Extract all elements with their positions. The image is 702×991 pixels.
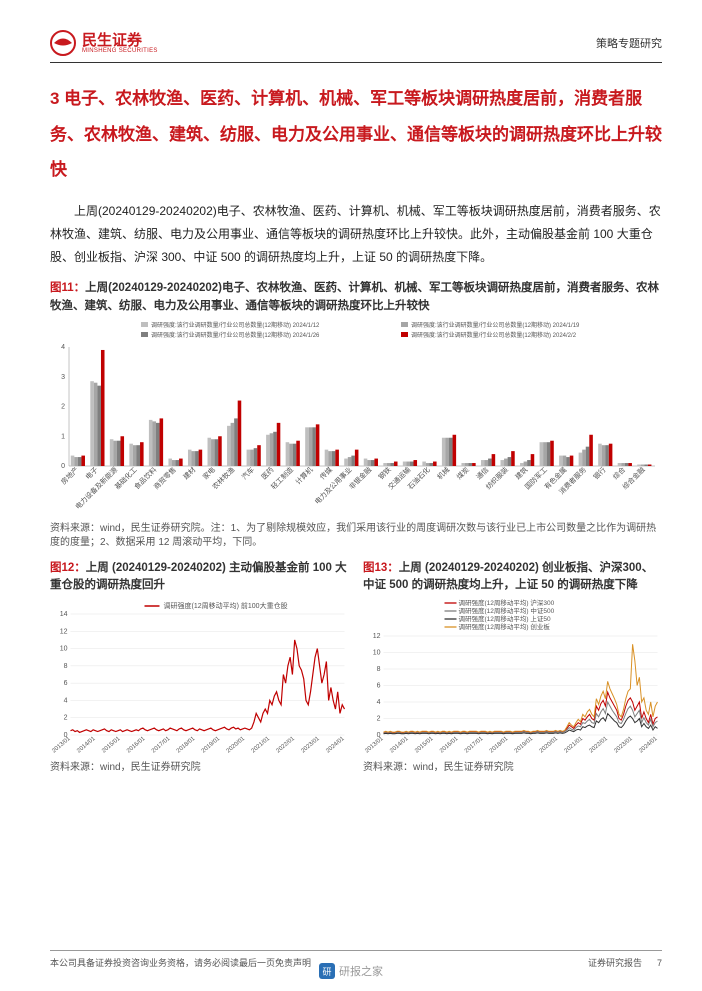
svg-text:2: 2 [377, 716, 381, 723]
page-header: 民生证券 MINSHENG SECURITIES 策略专题研究 [50, 30, 662, 63]
figure-11-title: 图11：上周(20240129-20240202)电子、农林牧渔、医药、计算机、… [50, 280, 662, 315]
svg-text:2022/01: 2022/01 [275, 736, 296, 753]
svg-text:调研强度:该行业调研数量/行业公司总数量(12期移动) 20: 调研强度:该行业调研数量/行业公司总数量(12期移动) 2024/1/12 [151, 321, 320, 329]
footer-label: 证券研究报告 [588, 958, 642, 968]
svg-text:4: 4 [61, 344, 65, 351]
footer-disclaimer: 本公司具备证券投资咨询业务资格，请务必阅读最后一页免责声明 [50, 956, 311, 969]
chart-13: 调研强度(12周移动平均) 沪深300调研强度(12周移动平均) 中证500调研… [363, 598, 662, 753]
svg-text:通信: 通信 [474, 465, 490, 481]
svg-text:2023/01: 2023/01 [300, 736, 321, 753]
svg-text:8: 8 [377, 666, 381, 673]
section-para: 上周(20240129-20240202)电子、农林牧渔、医药、计算机、机械、军… [50, 200, 662, 268]
svg-text:2019/01: 2019/01 [201, 736, 222, 753]
svg-text:14: 14 [60, 611, 68, 618]
svg-text:调研强度:该行业调研数量/行业公司总数量(12期移动) 20: 调研强度:该行业调研数量/行业公司总数量(12期移动) 2024/1/26 [151, 331, 320, 339]
figure-13-title: 图13：上周 (20240129-20240202) 创业板指、沪深300、中证… [363, 560, 662, 595]
svg-text:2014/01: 2014/01 [389, 736, 410, 753]
brand-logo: 民生证券 MINSHENG SECURITIES [50, 30, 158, 56]
svg-text:调研强度(12周移动平均) 上证50: 调研强度(12周移动平均) 上证50 [459, 614, 551, 623]
svg-text:10: 10 [373, 650, 381, 657]
svg-text:2: 2 [61, 403, 65, 410]
svg-text:2015/01: 2015/01 [414, 736, 435, 753]
svg-text:调研强度:该行业调研数量/行业公司总数量(12期移动) 20: 调研强度:该行业调研数量/行业公司总数量(12期移动) 2024/2/2 [411, 331, 577, 339]
svg-text:计算机: 计算机 [293, 465, 314, 486]
svg-text:2013/01: 2013/01 [51, 736, 72, 753]
page-number: 7 [657, 958, 662, 968]
svg-text:2019/01: 2019/01 [514, 736, 535, 753]
brand-sub: MINSHENG SECURITIES [82, 48, 158, 54]
svg-text:煤炭: 煤炭 [455, 465, 471, 481]
logo-icon [50, 30, 76, 56]
figure-13-source: 资料来源：wind，民生证券研究院 [363, 761, 662, 775]
svg-text:建筑: 建筑 [513, 465, 529, 481]
svg-text:2021/01: 2021/01 [564, 736, 585, 753]
svg-text:2024/01: 2024/01 [638, 736, 659, 753]
svg-text:6: 6 [377, 683, 381, 690]
svg-text:4: 4 [377, 699, 381, 706]
svg-text:调研强度(12周移动平均) 前100大重仓股: 调研强度(12周移动平均) 前100大重仓股 [164, 601, 288, 610]
figure-11-source: 资料来源：wind，民生证券研究院。注：1、为了剔除规模效应，我们采用该行业的周… [50, 522, 662, 550]
svg-text:2024/01: 2024/01 [325, 736, 346, 753]
svg-text:钢铁: 钢铁 [376, 465, 392, 481]
svg-text:1: 1 [61, 433, 65, 440]
svg-text:2013/01: 2013/01 [364, 736, 385, 753]
svg-text:2016/01: 2016/01 [126, 736, 147, 753]
svg-text:调研强度(12周移动平均) 沪深300: 调研强度(12周移动平均) 沪深300 [459, 598, 555, 607]
svg-text:调研强度:该行业调研数量/行业公司总数量(12期移动) 20: 调研强度:该行业调研数量/行业公司总数量(12期移动) 2024/1/19 [411, 321, 580, 329]
svg-text:2020/01: 2020/01 [539, 736, 560, 753]
figure-12-source: 资料来源：wind，民生证券研究院 [50, 761, 349, 775]
svg-text:调研强度(12周移动平均) 创业板: 调研强度(12周移动平均) 创业板 [459, 622, 551, 631]
svg-text:传媒: 传媒 [318, 465, 334, 481]
svg-text:家电: 家电 [201, 465, 217, 481]
svg-text:银行: 银行 [591, 465, 607, 481]
svg-text:8: 8 [64, 663, 68, 670]
chart-12: 调研强度(12周移动平均) 前100大重仓股024681012142013/01… [50, 598, 349, 753]
section-heading: 3 电子、农林牧渔、医药、计算机、机械、军工等板块调研热度居前，消费者服务、农林… [50, 81, 662, 188]
page-footer: 本公司具备证券投资咨询业务资格，请务必阅读最后一页免责声明 证券研究报告 7 [50, 950, 662, 969]
svg-text:调研强度(12周移动平均) 中证500: 调研强度(12周移动平均) 中证500 [459, 606, 555, 615]
svg-text:2022/01: 2022/01 [588, 736, 609, 753]
svg-text:12: 12 [373, 633, 381, 640]
svg-text:0: 0 [61, 463, 65, 470]
svg-text:电子: 电子 [83, 465, 99, 481]
svg-text:2017/01: 2017/01 [464, 736, 485, 753]
svg-text:2023/01: 2023/01 [613, 736, 634, 753]
figure-12-title: 图12：上周 (20240129-20240202) 主动偏股基金前 100 大… [50, 560, 349, 595]
svg-text:2020/01: 2020/01 [226, 736, 247, 753]
svg-text:2018/01: 2018/01 [489, 736, 510, 753]
svg-text:2: 2 [64, 715, 68, 722]
svg-text:2014/01: 2014/01 [76, 736, 97, 753]
svg-text:建材: 建材 [181, 465, 197, 481]
svg-text:汽车: 汽车 [240, 465, 256, 481]
chart-11: 调研强度:该行业调研数量/行业公司总数量(12期移动) 2024/1/12 调研强… [50, 319, 662, 514]
svg-text:医药: 医药 [259, 465, 275, 481]
doc-type: 策略专题研究 [596, 35, 662, 51]
svg-text:2017/01: 2017/01 [151, 736, 172, 753]
svg-text:4: 4 [64, 698, 68, 705]
svg-text:2015/01: 2015/01 [101, 736, 122, 753]
svg-text:10: 10 [60, 646, 68, 653]
svg-text:2016/01: 2016/01 [439, 736, 460, 753]
svg-text:6: 6 [64, 681, 68, 688]
svg-text:2018/01: 2018/01 [176, 736, 197, 753]
brand-name: 民生证券 [82, 33, 158, 48]
svg-text:2021/01: 2021/01 [251, 736, 272, 753]
svg-text:机械: 机械 [435, 465, 451, 481]
svg-text:3: 3 [61, 374, 65, 381]
svg-text:12: 12 [60, 629, 68, 636]
svg-text:综合: 综合 [611, 465, 627, 481]
